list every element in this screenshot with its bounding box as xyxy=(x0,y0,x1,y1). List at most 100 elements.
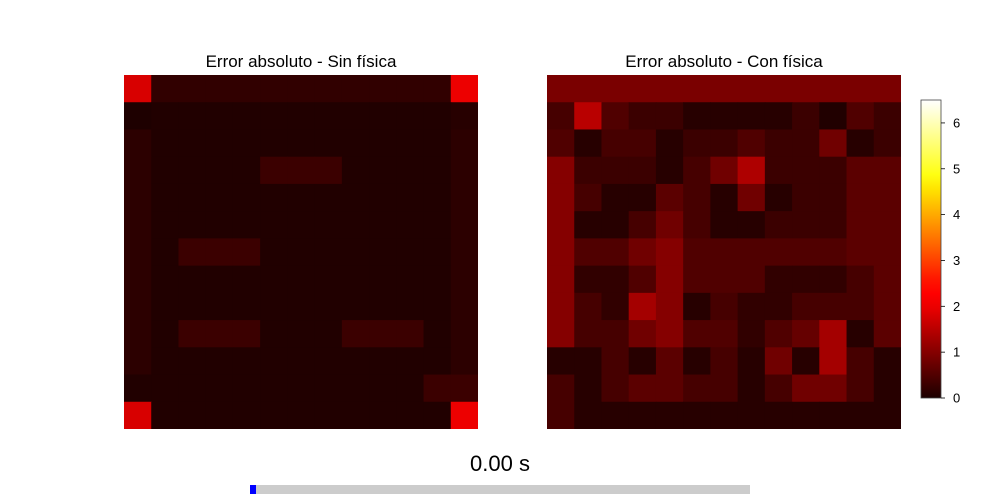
left-heatmap-cell-1-8 xyxy=(341,102,370,131)
right-heatmap-cell-3-9 xyxy=(792,156,820,185)
right-heatmap-cell-9-3 xyxy=(628,320,657,348)
right-heatmap-cell-4-1 xyxy=(574,183,603,212)
left-heatmap-cell-4-9 xyxy=(369,183,397,212)
left-heatmap-cell-8-3 xyxy=(205,292,234,321)
right-heatmap-cell-0-2 xyxy=(601,75,630,103)
right-heatmap-cell-3-2 xyxy=(601,156,630,185)
left-heatmap-cell-8-5 xyxy=(260,292,288,321)
right-heatmap-cell-11-5 xyxy=(683,374,711,403)
right-heatmap-cell-3-3 xyxy=(628,156,657,185)
right-heatmap-cell-9-11 xyxy=(846,320,875,348)
right-heatmap-cell-4-9 xyxy=(792,183,820,212)
right-heatmap-cell-10-11 xyxy=(846,347,875,376)
right-heatmap-cell-4-10 xyxy=(819,183,848,212)
right-heatmap-cell-5-5 xyxy=(683,211,711,239)
time-label: 0.00 s xyxy=(470,451,530,476)
left-heatmap-cell-11-4 xyxy=(232,374,261,403)
left-heatmap-cell-0-9 xyxy=(369,75,397,103)
right-heatmap-cell-4-6 xyxy=(710,183,739,212)
left-heatmap-cell-8-2 xyxy=(178,292,207,321)
left-heatmap-cell-6-2 xyxy=(178,238,207,267)
left-heatmap-cell-0-7 xyxy=(314,75,343,103)
right-heatmap-cell-9-8 xyxy=(764,320,793,348)
right-heatmap-cell-1-10 xyxy=(819,102,848,131)
colorbar-tick-label: 0 xyxy=(953,391,960,406)
right-heatmap-cell-2-8 xyxy=(764,129,793,158)
left-heatmap-cell-3-12 xyxy=(450,156,478,185)
right-heatmap-cell-3-10 xyxy=(819,156,848,185)
left-heatmap-cell-11-11 xyxy=(423,374,452,403)
left-heatmap-cell-9-11 xyxy=(423,320,452,348)
left-heatmap-cell-9-8 xyxy=(341,320,370,348)
left-heatmap-cell-5-8 xyxy=(341,211,370,239)
left-heatmap-cell-9-4 xyxy=(232,320,261,348)
left-heatmap-cell-12-12 xyxy=(450,401,478,429)
left-heatmap-cell-10-4 xyxy=(232,347,261,376)
left-heatmap-cell-1-0 xyxy=(124,102,152,131)
right-heatmap-cell-6-5 xyxy=(683,238,711,267)
colorbar-tick-label: 2 xyxy=(953,299,960,314)
right-heatmap-cell-3-7 xyxy=(737,156,766,185)
colorbar-tick-label: 5 xyxy=(953,161,960,176)
right-heatmap-cell-10-5 xyxy=(683,347,711,376)
right-heatmap-cell-2-5 xyxy=(683,129,711,158)
left-heatmap-cell-5-11 xyxy=(423,211,452,239)
left-heatmap-cell-9-0 xyxy=(124,320,152,348)
right-heatmap-cell-5-8 xyxy=(764,211,793,239)
left-heatmap-cell-0-2 xyxy=(178,75,207,103)
right-heatmap-cell-8-3 xyxy=(628,292,657,321)
right-heatmap-cell-3-8 xyxy=(764,156,793,185)
right-heatmap-cell-12-10 xyxy=(819,401,848,429)
left-heatmap-cell-1-7 xyxy=(314,102,343,131)
right-heatmap-cell-9-6 xyxy=(710,320,739,348)
right-heatmap-cell-1-11 xyxy=(846,102,875,131)
left-heatmap-cell-7-1 xyxy=(151,265,180,294)
left-heatmap-cell-1-9 xyxy=(369,102,397,131)
left-heatmap-cell-3-7 xyxy=(314,156,343,185)
left-heatmap-cell-4-3 xyxy=(205,183,234,212)
progress-track[interactable] xyxy=(250,485,750,494)
right-heatmap-cell-7-5 xyxy=(683,265,711,294)
right-heatmap-cell-5-3 xyxy=(628,211,657,239)
right-heatmap-cell-2-2 xyxy=(601,129,630,158)
right-heatmap-cell-3-1 xyxy=(574,156,603,185)
left-heatmap-cell-9-5 xyxy=(260,320,288,348)
left-heatmap-cell-8-11 xyxy=(423,292,452,321)
left-heatmap-cell-7-8 xyxy=(341,265,370,294)
left-heatmap-cell-2-5 xyxy=(260,129,288,158)
right-heatmap-cell-0-9 xyxy=(792,75,820,103)
right-heatmap-cell-5-11 xyxy=(846,211,875,239)
left-heatmap-cell-7-4 xyxy=(232,265,261,294)
left-heatmap-cell-3-10 xyxy=(396,156,425,185)
right-heatmap-cell-11-7 xyxy=(737,374,766,403)
right-heatmap-cell-2-11 xyxy=(846,129,875,158)
progress-fill xyxy=(250,485,256,494)
right-heatmap-cell-2-1 xyxy=(574,129,603,158)
left-heatmap-cell-12-7 xyxy=(314,401,343,429)
right-heatmap-cell-7-6 xyxy=(710,265,739,294)
left-heatmap-cell-3-5 xyxy=(260,156,288,185)
right-heatmap-cell-8-10 xyxy=(819,292,848,321)
left-heatmap-cell-0-6 xyxy=(287,75,316,103)
left-heatmap-cell-4-11 xyxy=(423,183,452,212)
left-heatmap-cell-5-3 xyxy=(205,211,234,239)
left-heatmap-cell-11-9 xyxy=(369,374,397,403)
right-heatmap-cell-0-3 xyxy=(628,75,657,103)
right-heatmap-cell-9-9 xyxy=(792,320,820,348)
left-heatmap-cell-6-1 xyxy=(151,238,180,267)
left-heatmap-cell-5-2 xyxy=(178,211,207,239)
left-heatmap-cell-5-12 xyxy=(450,211,478,239)
right-heatmap-cell-8-11 xyxy=(846,292,875,321)
right-heatmap-cell-0-5 xyxy=(683,75,711,103)
left-heatmap-cell-4-10 xyxy=(396,183,425,212)
right-heatmap-cell-2-10 xyxy=(819,129,848,158)
right-heatmap-cell-10-2 xyxy=(601,347,630,376)
right-heatmap-cell-7-7 xyxy=(737,265,766,294)
left-heatmap-cell-2-9 xyxy=(369,129,397,158)
left-heatmap-cell-4-7 xyxy=(314,183,343,212)
right-heatmap-cell-0-0 xyxy=(547,75,575,103)
right-heatmap-cell-11-9 xyxy=(792,374,820,403)
left-heatmap-cell-2-12 xyxy=(450,129,478,158)
right-heatmap-cell-10-4 xyxy=(655,347,684,376)
left-heatmap-cell-3-8 xyxy=(341,156,370,185)
